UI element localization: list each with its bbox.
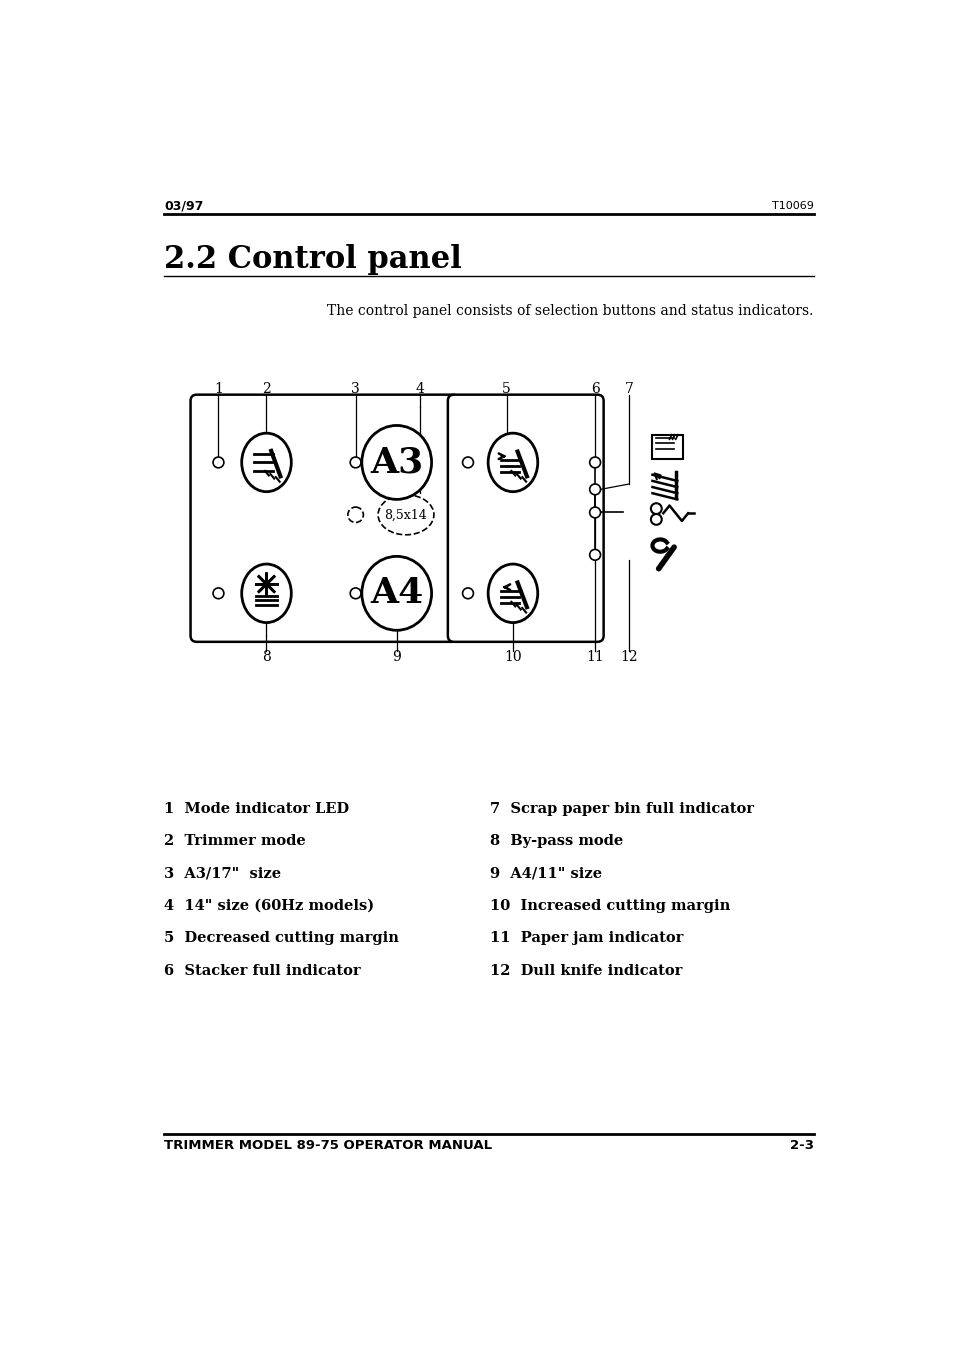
Ellipse shape	[241, 434, 291, 492]
Text: 8  By-pass mode: 8 By-pass mode	[489, 835, 622, 848]
Text: 6  Stacker full indicator: 6 Stacker full indicator	[164, 963, 360, 978]
Text: 10: 10	[503, 650, 521, 665]
Ellipse shape	[488, 434, 537, 492]
Circle shape	[589, 507, 599, 517]
Text: 2.2 Control panel: 2.2 Control panel	[164, 245, 461, 276]
Text: 3: 3	[351, 382, 359, 396]
Text: A3: A3	[370, 446, 423, 480]
Text: 1  Mode indicator LED: 1 Mode indicator LED	[164, 802, 349, 816]
Text: 8,5x14: 8,5x14	[384, 508, 427, 521]
Text: 6: 6	[590, 382, 598, 396]
Text: 11: 11	[585, 650, 603, 665]
Ellipse shape	[361, 557, 431, 631]
Circle shape	[348, 507, 363, 523]
Circle shape	[350, 588, 360, 598]
Text: 7: 7	[624, 382, 633, 396]
Circle shape	[462, 457, 473, 467]
Text: 1: 1	[213, 382, 223, 396]
Ellipse shape	[488, 565, 537, 623]
Circle shape	[213, 457, 224, 467]
Text: 5  Decreased cutting margin: 5 Decreased cutting margin	[164, 931, 398, 946]
Text: 12  Dull knife indicator: 12 Dull knife indicator	[489, 963, 681, 978]
Circle shape	[350, 457, 360, 467]
Ellipse shape	[241, 565, 291, 623]
FancyBboxPatch shape	[652, 435, 682, 459]
Circle shape	[589, 550, 599, 561]
Text: 03/97: 03/97	[164, 200, 203, 212]
Ellipse shape	[377, 494, 434, 535]
Text: 11  Paper jam indicator: 11 Paper jam indicator	[489, 931, 682, 946]
FancyBboxPatch shape	[447, 394, 603, 642]
Text: 2  Trimmer mode: 2 Trimmer mode	[164, 835, 306, 848]
Circle shape	[650, 513, 661, 524]
Text: T10069: T10069	[771, 201, 813, 211]
Ellipse shape	[361, 426, 431, 500]
Text: 5: 5	[502, 382, 511, 396]
FancyBboxPatch shape	[191, 394, 458, 642]
Circle shape	[589, 457, 599, 467]
Text: 4: 4	[416, 382, 424, 396]
Circle shape	[650, 503, 661, 513]
Text: 10  Increased cutting margin: 10 Increased cutting margin	[489, 898, 729, 913]
Circle shape	[589, 484, 599, 494]
Text: The control panel consists of selection buttons and status indicators.: The control panel consists of selection …	[327, 304, 813, 319]
Circle shape	[213, 588, 224, 598]
Text: 8: 8	[262, 650, 271, 665]
Circle shape	[462, 588, 473, 598]
Text: A4: A4	[370, 577, 423, 611]
Text: 12: 12	[619, 650, 638, 665]
Text: 4  14" size (60Hz models): 4 14" size (60Hz models)	[164, 898, 374, 913]
Text: 7  Scrap paper bin full indicator: 7 Scrap paper bin full indicator	[489, 802, 753, 816]
Text: 2-3: 2-3	[789, 1139, 813, 1152]
Text: TRIMMER MODEL 89-75 OPERATOR MANUAL: TRIMMER MODEL 89-75 OPERATOR MANUAL	[164, 1139, 492, 1152]
Text: 9: 9	[392, 650, 400, 665]
Text: 9  A4/11" size: 9 A4/11" size	[489, 866, 601, 881]
Text: 2: 2	[262, 382, 271, 396]
Text: 3  A3/17"  size: 3 A3/17" size	[164, 866, 281, 881]
